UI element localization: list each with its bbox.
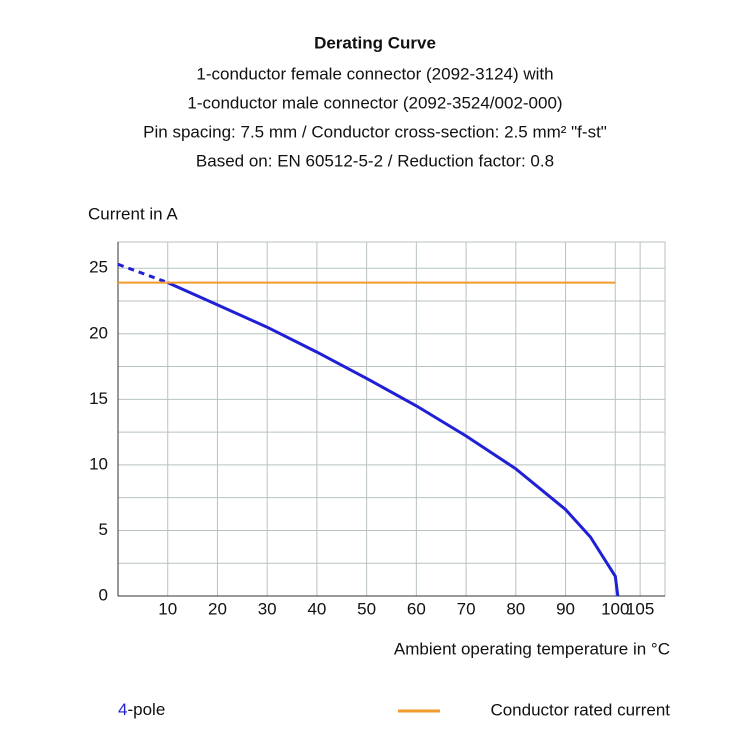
y-tick-label: 20 [89,323,108,342]
y-tick-label: 0 [99,585,108,604]
chart-subtitle: Based on: EN 60512-5-2 / Reduction facto… [196,151,554,170]
chart-subtitle: 1-conductor male connector (2092-3524/00… [187,93,562,112]
y-tick-label: 5 [99,520,108,539]
x-tick-label: 100 [601,599,629,618]
chart-title: Derating Curve [314,33,436,52]
chart-subtitle: Pin spacing: 7.5 mm / Conductor cross-se… [143,122,607,141]
x-tick-label: 80 [506,599,525,618]
y-tick-label: 25 [89,258,108,277]
x-tick-label: 70 [457,599,476,618]
series-line [167,281,620,597]
x-tick-label: 40 [307,599,326,618]
series-line [117,262,169,285]
x-axis-label: Ambient operating temperature in °C [394,639,670,658]
x-tick-label: 105 [626,599,654,618]
plot-area [117,241,666,597]
legend-label-part: 4 [118,700,127,719]
y-tick-label: 15 [89,389,108,408]
x-tick-label: 90 [556,599,575,618]
legend-label: Conductor rated current [490,700,670,719]
y-tick-label: 10 [89,454,108,473]
y-axis-label: Current in A [88,204,178,223]
x-tick-label: 50 [357,599,376,618]
x-tick-label: 60 [407,599,426,618]
chart-subtitle: 1-conductor female connector (2092-3124)… [196,64,553,83]
legend-label: 4-pole [118,700,165,719]
x-tick-label: 20 [208,599,227,618]
legend-label-part: -pole [127,700,165,719]
x-tick-label: 10 [158,599,177,618]
x-tick-label: 30 [258,599,277,618]
